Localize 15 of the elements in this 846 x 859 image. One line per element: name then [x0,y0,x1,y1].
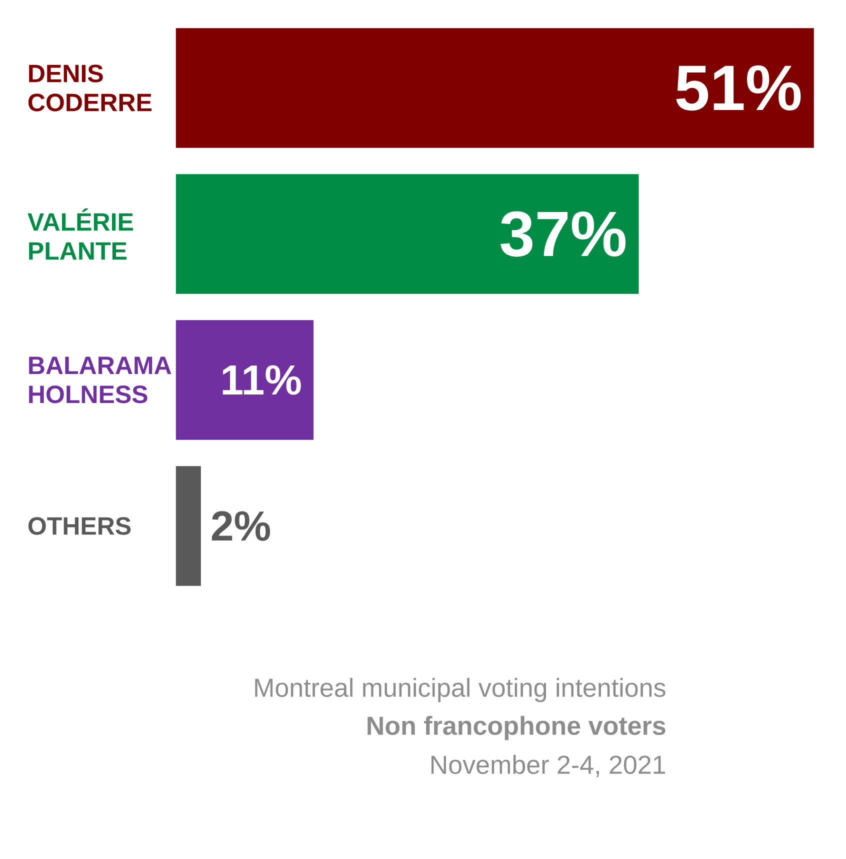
data-label: 37% [500,211,626,257]
bar [176,320,314,440]
text: Montreal municipal voting intentions [255,678,666,702]
y-tick-label: DENIS CODERRE [28,64,152,112]
data-label: 11% [222,365,301,395]
bar [176,174,639,294]
data-label: 51% [676,65,801,111]
bar [176,466,201,586]
y-tick-label: BALARAMA HOLNESS [29,356,172,404]
data-label: 2% [212,511,270,541]
y-tick-label: OTHERS [28,517,131,535]
text: Non francophone voters [368,716,666,740]
y-tick-label: VALÉRIE PLANTE [28,208,133,260]
text: November 2-4, 2021 [432,754,666,778]
bar [176,28,814,148]
